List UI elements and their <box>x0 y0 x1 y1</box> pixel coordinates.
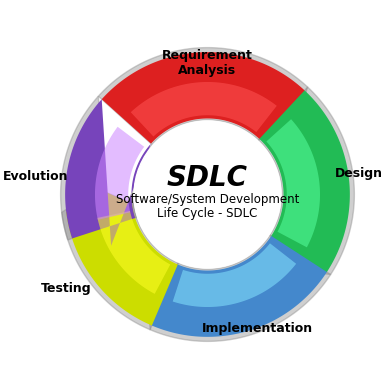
Text: Testing: Testing <box>40 282 91 295</box>
Polygon shape <box>173 243 296 307</box>
Text: SDLC: SDLC <box>167 164 248 192</box>
Polygon shape <box>131 82 277 137</box>
Polygon shape <box>62 189 178 330</box>
Polygon shape <box>259 87 354 275</box>
Polygon shape <box>98 211 170 294</box>
Polygon shape <box>65 99 151 246</box>
Polygon shape <box>95 127 144 220</box>
Text: Evolution: Evolution <box>3 170 68 183</box>
Polygon shape <box>61 96 152 247</box>
Text: Life Cycle - SDLC: Life Cycle - SDLC <box>157 207 258 220</box>
Circle shape <box>134 121 281 268</box>
Polygon shape <box>66 189 178 326</box>
Text: Design: Design <box>335 167 383 180</box>
Polygon shape <box>148 236 327 337</box>
Polygon shape <box>98 47 308 145</box>
Text: Requirement
Analysis: Requirement Analysis <box>162 49 253 77</box>
Polygon shape <box>259 90 350 272</box>
Polygon shape <box>147 235 330 342</box>
Text: Software/System Development: Software/System Development <box>116 193 299 206</box>
Polygon shape <box>266 119 320 247</box>
Text: Implementation: Implementation <box>202 322 313 335</box>
Polygon shape <box>102 52 305 144</box>
